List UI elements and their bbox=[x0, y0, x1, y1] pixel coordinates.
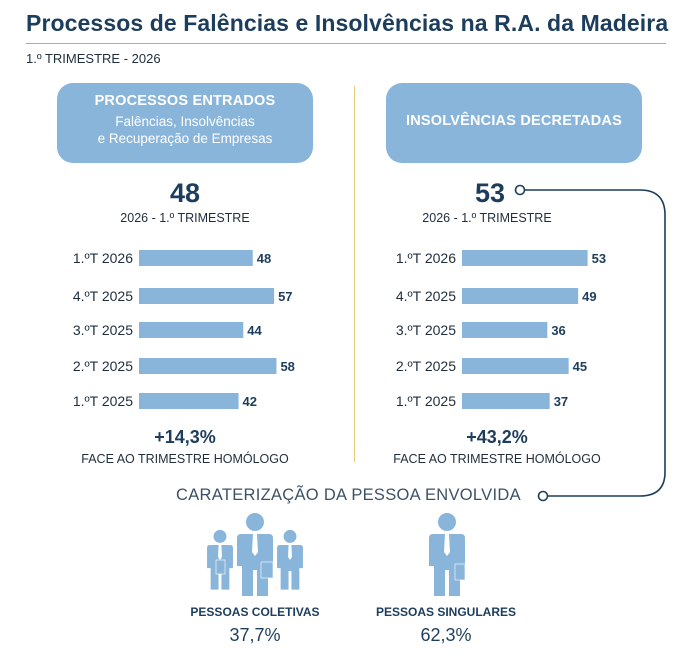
insolvencias-decretadas-period: 2026 - 1.º TRIMESTRE bbox=[422, 211, 552, 225]
processos-entrados-bar bbox=[139, 393, 239, 409]
insolvencias-decretadas-category-label: 2.ºT 2025 bbox=[396, 358, 456, 374]
insolvencias-decretadas-title: INSOLVÊNCIAS DECRETADAS bbox=[406, 113, 622, 129]
processos-entrados-value-label: 48 bbox=[257, 251, 271, 266]
processos-entrados-category-label: 2.ºT 2025 bbox=[73, 358, 133, 374]
processos-entrados-bar bbox=[139, 322, 244, 338]
insolvencias-decretadas-bar bbox=[462, 288, 579, 304]
page-subtitle: 1.º TRIMESTRE - 2026 bbox=[26, 51, 161, 66]
title-rule bbox=[26, 43, 666, 44]
insolvencias-decretadas-value-label: 49 bbox=[582, 289, 596, 304]
insolvencias-decretadas-change-label: FACE AO TRIMESTRE HOMÓLOGO bbox=[393, 452, 601, 466]
insolvencias-decretadas-box: INSOLVÊNCIAS DECRETADAS bbox=[386, 83, 642, 163]
processos-entrados-value-label: 44 bbox=[247, 323, 262, 338]
processos-entrados-change: +14,3% bbox=[154, 427, 216, 447]
processos-entrados-box: PROCESSOS ENTRADOS Falências, Insolvênci… bbox=[57, 83, 313, 163]
processos-entrados-value-label: 57 bbox=[278, 289, 292, 304]
processos-entrados-title: PROCESSOS ENTRADOS bbox=[94, 93, 276, 109]
connector-start-dot bbox=[514, 184, 526, 196]
pessoas-coletivas-icon bbox=[207, 513, 303, 596]
insolvencias-decretadas-category-label: 4.ºT 2025 bbox=[396, 288, 456, 304]
processos-entrados-change-label: FACE AO TRIMESTRE HOMÓLOGO bbox=[81, 452, 289, 466]
insolvencias-decretadas-value-label: 45 bbox=[573, 359, 587, 374]
page-title: Processos de Falências e Insolvências na… bbox=[26, 10, 669, 36]
pessoas-singulares-label: PESSOAS SINGULARES bbox=[375, 605, 517, 619]
processos-entrados-value-label: 42 bbox=[243, 394, 257, 409]
insolvencias-decretadas-category-label: 1.ºT 2025 bbox=[396, 393, 456, 409]
insolvencias-decretadas-bar bbox=[462, 358, 569, 374]
processos-entrados-line1: Falências, Insolvências bbox=[115, 114, 255, 129]
processos-entrados-period: 2026 - 1.º TRIMESTRE bbox=[120, 211, 250, 225]
processos-entrados-bar bbox=[139, 358, 277, 374]
insolvencias-decretadas-bar bbox=[462, 322, 548, 338]
insolvencias-decretadas-total: 53 bbox=[474, 178, 506, 208]
insolvencias-decretadas-value-label: 37 bbox=[554, 394, 568, 409]
processos-entrados-category-label: 1.ºT 2026 bbox=[73, 250, 133, 266]
processos-entrados-category-label: 1.ºT 2025 bbox=[73, 393, 133, 409]
pessoas-coletivas-label: PESSOAS COLETIVAS bbox=[190, 605, 320, 619]
insolvencias-decretadas-value-label: 53 bbox=[592, 251, 606, 266]
insolvencias-decretadas-category-label: 1.ºT 2026 bbox=[396, 250, 456, 266]
pessoas-coletivas-value: 37,7% bbox=[229, 625, 281, 645]
processos-entrados-category-label: 4.ºT 2025 bbox=[73, 288, 133, 304]
processos-entrados-bar bbox=[139, 288, 275, 304]
processos-entrados-chart: 1.ºT 2026 48 4.ºT 2025 57 3.ºT 2025 44 2.ºT 20… bbox=[73, 250, 295, 409]
processos-entrados-value-label: 58 bbox=[280, 359, 294, 374]
connector-end-dot bbox=[537, 490, 549, 502]
panel-divider bbox=[354, 86, 355, 462]
insolvencias-decretadas-bar bbox=[462, 250, 588, 266]
insolvencias-decretadas-bar bbox=[462, 393, 550, 409]
insolvencias-decretadas-chart: 1.ºT 2026 53 4.ºT 2025 49 3.ºT 2025 36 2.ºT 20… bbox=[396, 250, 606, 409]
processos-entrados-total: 48 bbox=[169, 178, 201, 208]
pessoas-singulares-icon bbox=[429, 513, 466, 596]
insolvencias-decretadas-value-label: 36 bbox=[551, 323, 565, 338]
processos-entrados-category-label: 3.ºT 2025 bbox=[73, 322, 133, 338]
processos-entrados-bar bbox=[139, 250, 253, 266]
caracterizacao-title: CARATERIZAÇÃO DA PESSOA ENVOLVIDA bbox=[176, 486, 521, 504]
processos-entrados-line2: e Recuperação de Empresas bbox=[97, 131, 273, 146]
insolvencias-decretadas-change: +43,2% bbox=[466, 427, 528, 447]
pessoas-singulares-value: 62,3% bbox=[420, 625, 472, 645]
insolvencias-decretadas-category-label: 3.ºT 2025 bbox=[396, 322, 456, 338]
